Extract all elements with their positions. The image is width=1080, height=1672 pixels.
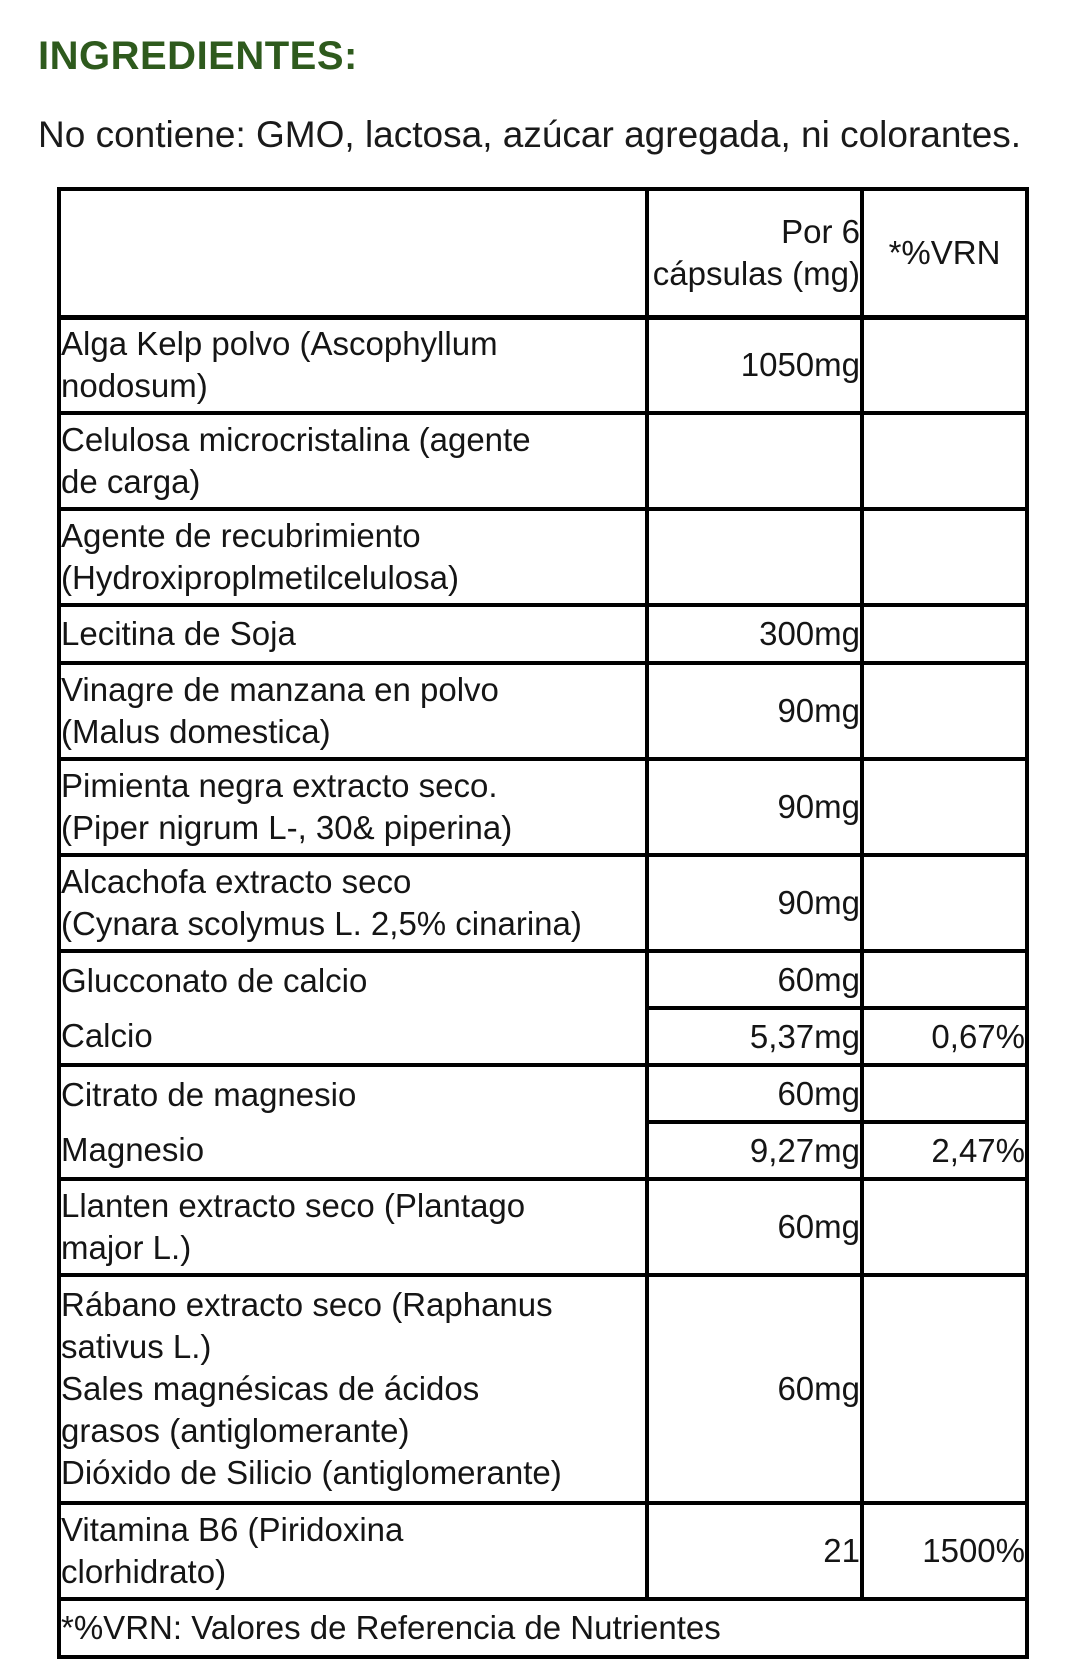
header-vrn-cell: *%VRN (860, 187, 1029, 320)
ingredient-name-line: Agente de recubrimiento (61, 517, 421, 554)
amount-cell: 60mg (645, 1063, 864, 1124)
ingredient-name-line: (Cynara scolymus L. 2,5% cinarina) (61, 905, 582, 942)
header-row: Por 6 cápsulas (mg) *%VRN (57, 187, 1029, 320)
amount-cell: 90mg (645, 853, 864, 953)
amount-cell: 5,37mg (645, 1006, 864, 1067)
ingredient-name-cell: Vitamina B6 (Piridoxina clorhidrato) (57, 1501, 649, 1601)
table-row: 9,27mg 2,47% (59, 1120, 1029, 1181)
ingredient-name-line: Glucconato de calcio (61, 961, 368, 999)
vrn-cell: 2,47% (860, 1120, 1029, 1181)
ingredient-name-line: Magnesio (61, 1130, 205, 1168)
ingredient-name-line: nodosum) (61, 367, 208, 405)
table-row: Glucconato de calcio Calcio 60mg (57, 949, 1029, 1067)
vrn-cell (860, 1177, 1029, 1277)
table-row: Agente de recubrimiento (Hydroxiproplmeti… (57, 507, 1029, 607)
ingredient-name-line: de carga) (61, 463, 201, 500)
ingredient-name-cell: Pimienta negra extracto seco. (Piper nigr… (57, 757, 649, 857)
footnote-row: *%VRN: Valores de Referencia de Nutrient… (57, 1597, 1029, 1659)
table-row: Vinagre de manzana en polvo (Malus domest… (57, 661, 1029, 761)
amount-cell: 9,27mg (645, 1120, 864, 1181)
table-row: Alcachofa extracto seco (Cynara scolymus … (57, 853, 1029, 953)
ingredient-name-line: Calcio (61, 1016, 153, 1054)
vrn-cell (860, 661, 1029, 761)
header-ingredient-cell (57, 187, 649, 320)
ingredient-name-cell: Vinagre de manzana en polvo (Malus domest… (57, 661, 649, 761)
ingredient-name-cell: Agente de recubrimiento (Hydroxiproplmeti… (57, 507, 649, 607)
ingredient-name-line: Dióxido de Silicio (antiglomerante) (61, 1454, 562, 1491)
ingredient-name-cell: Rábano extracto seco (Raphanus sativus L.… (57, 1273, 649, 1505)
ingredient-name-cell: Alcachofa extracto seco (Cynara scolymus … (57, 853, 649, 953)
ingredient-name-line: (Piper nigrum L-, 30& piperina) (61, 809, 513, 846)
ingredient-name-cell: Llanten extracto seco (Plantago major L.) (57, 1177, 649, 1277)
ingredient-name-line: sativus L.) (61, 1328, 212, 1365)
amount-cell: 300mg (645, 603, 864, 665)
amount-cell (645, 411, 864, 511)
ingredient-name-line: Vinagre de manzana en polvo (61, 671, 499, 708)
vrn-cell (860, 949, 1029, 1010)
amount-cell: 90mg (645, 757, 864, 857)
ingredient-name-cell: Glucconato de calcio Calcio (57, 949, 649, 1067)
ingredient-name-line: major L.) (61, 1229, 192, 1266)
table-row: 5,37mg 0,67% (59, 1006, 1029, 1067)
vrn-cell (860, 1063, 1029, 1124)
ingredient-name-cell: Celulosa microcristalina (agente de carga… (57, 411, 649, 511)
page-title: INGREDIENTES: (38, 34, 358, 78)
table-row: Celulosa microcristalina (agente de carga… (57, 411, 1029, 511)
vrn-cell (860, 757, 1029, 857)
vrn-cell (860, 1273, 1029, 1505)
ingredient-name-line: Llanten extracto seco (Plantago (61, 1187, 526, 1224)
vrn-cell: 1500% (860, 1501, 1029, 1601)
ingredient-name-line: Sales magnésicas de ácidos (61, 1370, 480, 1407)
amount-cell: 60mg (645, 1273, 864, 1505)
ingredient-name-line: Lecitina de Soja (61, 615, 296, 652)
ingredient-name-line: Alga Kelp polvo (Ascophyllum (61, 325, 498, 363)
amount-cell: 21 (645, 1501, 864, 1601)
ingredient-name-cell: Citrato de magnesio Magnesio (57, 1063, 649, 1181)
table-row: Rábano extracto seco (Raphanus sativus L.… (57, 1273, 1029, 1505)
intro-text: No contiene: GMO, lactosa, azúcar agrega… (38, 114, 1022, 155)
table-footer: *%VRN: Valores de Referencia de Nutrient… (57, 1597, 1029, 1659)
ingredient-name-line: Alcachofa extracto seco (61, 863, 412, 900)
table-row: Pimienta negra extracto seco. (Piper nigr… (57, 757, 1029, 857)
vrn-cell: 0,67% (860, 1006, 1029, 1067)
amount-cell (645, 507, 864, 607)
ingredient-name-line: (Malus domestica) (61, 713, 331, 750)
vrn-cell (860, 603, 1029, 665)
ingredient-name-line: Pimienta negra extracto seco. (61, 767, 498, 804)
table-row: Lecitina de Soja 300mg (57, 603, 1029, 665)
ingredient-name-line: grasos (antiglomerante) (61, 1412, 410, 1449)
amount-cell: 90mg (645, 661, 864, 761)
ingredient-name-line: Rábano extracto seco (Raphanus (61, 1286, 553, 1323)
table-row: Alga Kelp polvo (Ascophyllum nodosum) 1050… (57, 315, 1029, 415)
ingredients-table: Por 6 cápsulas (mg) *%VRN Alga Kelp polv… (57, 187, 1029, 1659)
header-amount-cell: Por 6 cápsulas (mg) (645, 187, 864, 320)
table-row: Llanten extracto seco (Plantago major L.)… (57, 1177, 1029, 1277)
ingredient-name-line: Celulosa microcristalina (agente (61, 421, 531, 458)
ingredient-name-line: (Hydroxiproplmetilcelulosa) (61, 559, 459, 596)
vrn-cell (860, 411, 1029, 511)
amount-cell: 1050mg (645, 315, 864, 415)
table-header: Por 6 cápsulas (mg) *%VRN (57, 187, 1029, 320)
vrn-cell (860, 507, 1029, 607)
amount-cell: 60mg (645, 949, 864, 1010)
table-row: Vitamina B6 (Piridoxina clorhidrato) 21 150… (57, 1501, 1029, 1601)
vrn-cell (860, 853, 1029, 953)
ingredient-name-line: Vitamina B6 (Piridoxina (61, 1511, 404, 1548)
ingredient-name-line: clorhidrato) (61, 1553, 227, 1590)
amount-cell: 60mg (645, 1177, 864, 1277)
vrn-cell (860, 315, 1029, 415)
table-body: Alga Kelp polvo (Ascophyllum nodosum) 1050… (57, 315, 1029, 1601)
ingredient-name-cell: Lecitina de Soja (57, 603, 649, 665)
ingredient-name-cell: Alga Kelp polvo (Ascophyllum nodosum) (57, 315, 649, 415)
table-row: Citrato de magnesio Magnesio 60mg (57, 1063, 1029, 1181)
ingredient-name-line: Citrato de magnesio (61, 1075, 357, 1113)
footnote-cell: *%VRN: Valores de Referencia de Nutrient… (57, 1597, 1029, 1659)
